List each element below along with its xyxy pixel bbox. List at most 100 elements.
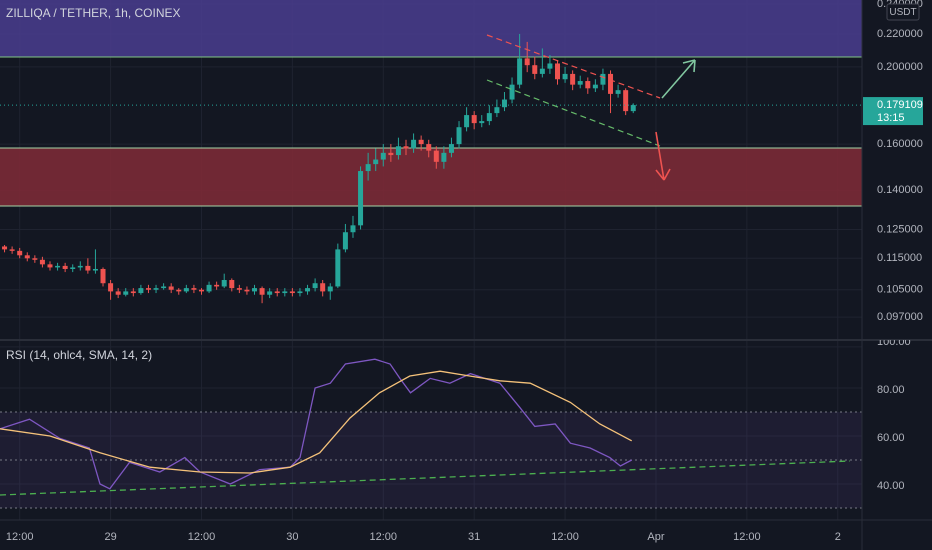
candle-body (85, 265, 91, 271)
candle-body (312, 283, 318, 289)
countdown: 13:15 (877, 112, 905, 124)
candle-body (600, 73, 606, 85)
candle-body (373, 159, 379, 165)
x-tick-label: 12:00 (733, 531, 761, 543)
candle-body (153, 288, 159, 290)
x-tick-label: 12:00 (370, 531, 398, 543)
up-arrow (661, 59, 696, 99)
candle-body (9, 249, 15, 251)
candle-body (2, 246, 8, 250)
x-tick-label: 31 (468, 531, 480, 543)
candle-body (517, 58, 523, 85)
y-tick-label: 0.105000 (877, 284, 923, 296)
trend-line (486, 34, 661, 99)
candle-body (17, 250, 23, 256)
candle-body (55, 265, 61, 268)
candle-body (342, 232, 348, 250)
candle-body (320, 283, 326, 292)
candle-body (448, 144, 454, 153)
price-axis: 0.2400000.2200000.2000000.1600000.140000… (877, 0, 923, 323)
candle-body (62, 265, 68, 269)
y-tick-label: 0.200000 (877, 61, 923, 73)
axes: 0.2400000.2200000.2000000.1600000.140000… (6, 0, 923, 543)
chart-title: ZILLIQA / TETHER, 1h, COINEX (6, 6, 181, 20)
currency-box[interactable] (886, 3, 920, 21)
rsi-band-layer (0, 411, 862, 509)
drawings (0, 34, 851, 496)
candle-body (539, 68, 545, 74)
candle-body (456, 127, 462, 145)
last-price-label: 0.179109 (877, 99, 923, 111)
candle-body (198, 289, 204, 292)
candle-body (335, 249, 341, 287)
candle-body (441, 152, 447, 162)
candle-body (32, 258, 38, 260)
last-price-box (863, 97, 923, 126)
candle-body (214, 284, 220, 287)
candle-body (297, 291, 303, 294)
candle-body (608, 73, 614, 94)
candle-body (426, 144, 432, 151)
candle-body (115, 291, 121, 295)
candle-body (244, 289, 250, 292)
candle-body (327, 286, 333, 292)
candle-body (411, 139, 417, 149)
candle-body (274, 291, 280, 294)
candle-body (145, 288, 151, 290)
x-tick-label: 12:00 (188, 531, 216, 543)
x-tick-label: 12:00 (551, 531, 579, 543)
rsi-line (0, 358, 633, 490)
candle-body (501, 99, 507, 108)
candle-body (39, 259, 45, 265)
candle-body (183, 288, 189, 292)
candle-body (229, 280, 235, 289)
candle-body (282, 291, 288, 294)
marks (0, 33, 862, 490)
candle-body (615, 90, 621, 94)
candle-body (471, 115, 477, 124)
currency[interactable]: USDT (889, 7, 916, 18)
candle-body (191, 288, 197, 290)
candle-body (554, 63, 560, 80)
candle-body (630, 105, 636, 112)
candle-body (577, 81, 583, 85)
down-arrow (655, 131, 671, 181)
candle-body (221, 280, 227, 287)
candle-body (547, 63, 553, 69)
candle-body (77, 265, 83, 268)
candle-body (130, 291, 136, 294)
candle-body (570, 73, 576, 85)
candle-body (168, 286, 174, 290)
candle-body (206, 284, 212, 292)
candle-body (479, 121, 485, 124)
candle-body (433, 150, 439, 162)
rsi-trend-line (0, 460, 851, 496)
candle-body (100, 268, 106, 284)
y-tick-label: 100.00 (877, 336, 911, 348)
candle-body (350, 225, 356, 233)
candle-body (123, 291, 129, 295)
y-tick-label: 0.097000 (877, 311, 923, 323)
candle-body (585, 81, 591, 89)
candle-body (108, 283, 114, 292)
x-tick-label: Apr (647, 531, 664, 543)
trend-line (486, 79, 661, 147)
candle-body (592, 84, 598, 89)
candle-body (395, 146, 401, 156)
candle-body (289, 291, 295, 294)
y-tick-label: 0.220000 (877, 28, 923, 40)
candle-body (388, 152, 394, 156)
support-zone (0, 148, 862, 206)
candle-body (92, 268, 98, 271)
candle-body (305, 288, 311, 292)
y-tick-label: 0.125000 (877, 223, 923, 235)
candle-body (623, 90, 629, 112)
y-tick-label: 60.00 (877, 432, 905, 444)
candle-body (486, 113, 492, 122)
candle-body (509, 84, 515, 100)
resistance-zone (0, 0, 862, 57)
candle-body (252, 288, 258, 292)
candle-body (358, 171, 364, 226)
